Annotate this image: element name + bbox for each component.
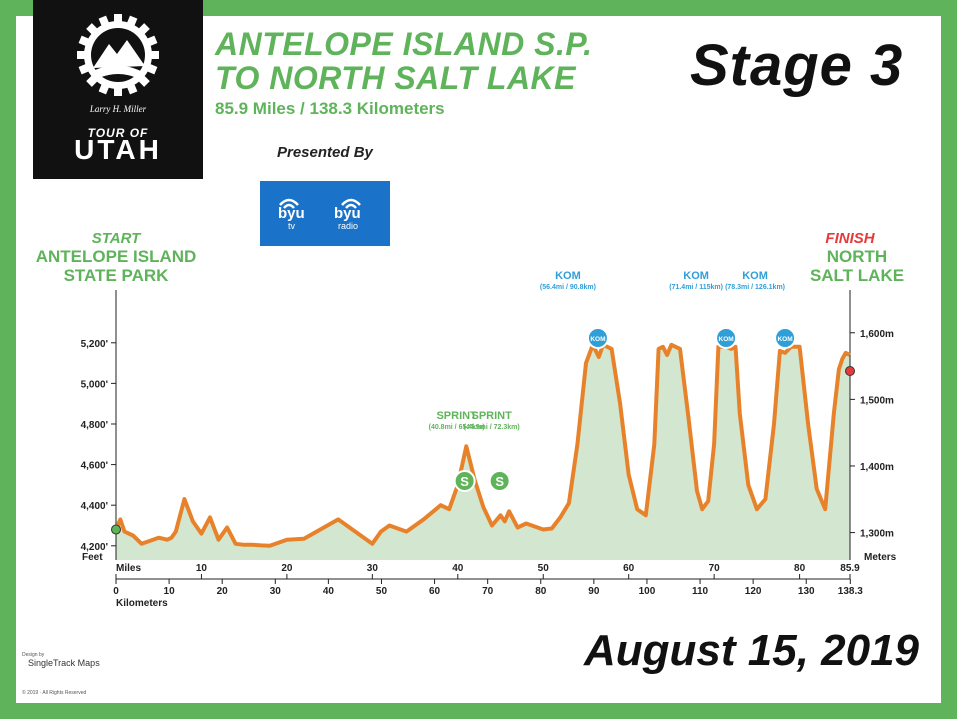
tour-of-utah-logo: Larry H. Miller TOUR OF UTAH xyxy=(33,0,203,179)
finish-location-line-2: SALT LAKE xyxy=(809,266,905,285)
sponsor-logo-byu: byu tv byu radio xyxy=(260,181,390,246)
x-tick-label-km: 30 xyxy=(270,586,282,597)
y-axis-label-meters: Meters xyxy=(864,552,897,563)
kom-detail: (56.4mi / 90.8km) xyxy=(540,284,596,291)
y-tick-label-feet: 4,400' xyxy=(81,501,108,512)
sponsor-brand-2-sub: radio xyxy=(338,221,359,231)
stage-date: August 15, 2019 xyxy=(584,626,920,675)
kom-marker xyxy=(715,327,738,349)
kom-marker xyxy=(774,327,797,349)
gear-mountain-icon: Larry H. Miller xyxy=(77,14,159,114)
y-tick-label-meters: 1,600m xyxy=(860,329,894,340)
profile-area xyxy=(116,344,850,560)
kom-label: KOM xyxy=(742,270,768,282)
finish-location-line-1: NORTH xyxy=(826,247,888,266)
start-label: START xyxy=(91,230,141,247)
x-tick-label-miles: 85.9 xyxy=(840,563,860,574)
x-axis-label-miles: Miles xyxy=(116,563,141,574)
byu-tv-icon xyxy=(279,198,299,209)
x-axis-label-km: Kilometers xyxy=(116,598,168,609)
y-tick-label-feet: 5,200' xyxy=(81,339,108,350)
y-axis-label-feet: Feet xyxy=(82,552,103,563)
y-tick-label-meters: 1,300m xyxy=(860,529,894,540)
x-tick-label-miles: 40 xyxy=(452,563,464,574)
x-tick-label-km: 130 xyxy=(798,586,815,597)
sprint-marker-icon: S xyxy=(460,474,469,489)
x-tick-label-miles: 60 xyxy=(623,563,635,574)
finish-marker xyxy=(845,365,855,376)
x-tick-label-km: 138.3 xyxy=(838,586,863,597)
x-tick-label-miles: 30 xyxy=(367,563,379,574)
sprint-label: SPRINT xyxy=(471,410,512,422)
x-tick-label-km: 120 xyxy=(745,586,762,597)
y-tick-label-feet: 4,800' xyxy=(81,420,108,431)
sponsor-brand-2: byu xyxy=(334,205,361,222)
sprint-marker-icon: S xyxy=(495,474,504,489)
profile-line xyxy=(114,342,851,548)
start-marker xyxy=(111,524,121,535)
stage-number: Stage 3 xyxy=(690,33,904,98)
x-tick-label-miles: 50 xyxy=(538,563,550,574)
stage-title-line-1: ANTELOPE ISLAND S.P. xyxy=(215,26,593,62)
finish-label: FINISH xyxy=(825,230,875,247)
sprint-marker xyxy=(488,470,511,492)
kom-marker xyxy=(586,327,609,349)
y-tick-label-meters: 1,400m xyxy=(860,462,894,473)
sprint-marker xyxy=(453,470,476,492)
logo-text-tour-of: TOUR OF xyxy=(87,126,149,140)
x-tick-label-km: 80 xyxy=(535,586,547,597)
kom-marker-icon: KOM xyxy=(719,336,734,343)
map-credit: SingleTrack Maps xyxy=(28,658,100,668)
kom-detail: (71.4mi / 115km) xyxy=(669,284,723,291)
x-tick-label-km: 90 xyxy=(588,586,600,597)
x-tick-label-km: 10 xyxy=(164,586,176,597)
logo-signature: Larry H. Miller xyxy=(89,104,147,114)
sprint-label: SPRINT xyxy=(436,410,477,422)
x-tick-label-km: 40 xyxy=(323,586,335,597)
start-location-line-1: ANTELOPE ISLAND xyxy=(35,247,197,266)
sprint-detail: (44.9mi / 72.3km) xyxy=(464,424,520,431)
stage-title-line-2: TO NORTH SALT LAKE xyxy=(215,60,576,96)
stage-distance: 85.9 Miles / 138.3 Kilometers xyxy=(215,99,445,118)
x-tick-label-km: 0 xyxy=(113,586,119,597)
copyright-note: © 2019 · All Rights Reserved xyxy=(22,690,87,696)
kom-label: KOM xyxy=(683,270,709,282)
y-tick-label-feet: 4,200' xyxy=(81,542,108,553)
map-credit-prefix: Design by xyxy=(22,652,45,658)
kom-marker-icon: KOM xyxy=(777,336,792,343)
x-tick-label-miles: 10 xyxy=(196,563,208,574)
x-tick-label-km: 20 xyxy=(217,586,229,597)
kom-marker-icon: KOM xyxy=(590,336,605,343)
y-tick-label-meters: 1,500m xyxy=(860,395,894,406)
sponsor-brand-1-sub: tv xyxy=(288,221,296,231)
kom-label: KOM xyxy=(555,270,581,282)
y-tick-label-feet: 4,600' xyxy=(81,461,108,472)
x-tick-label-km: 50 xyxy=(376,586,388,597)
x-tick-label-miles: 70 xyxy=(709,563,721,574)
byu-radio-icon xyxy=(341,198,361,209)
x-tick-label-km: 60 xyxy=(429,586,441,597)
x-tick-label-miles: 20 xyxy=(281,563,293,574)
x-tick-label-miles: 80 xyxy=(794,563,806,574)
x-tick-label-km: 110 xyxy=(692,586,709,597)
logo-text-utah: UTAH xyxy=(74,134,162,165)
sponsor-brand-1: byu xyxy=(278,205,305,222)
presented-by-label: Presented By xyxy=(277,144,373,161)
x-tick-label-km: 70 xyxy=(482,586,494,597)
sprint-detail: (40.8mi / 65.4km) xyxy=(429,424,485,431)
x-tick-label-km: 100 xyxy=(639,586,656,597)
y-tick-label-feet: 5,000' xyxy=(81,379,108,390)
start-location-line-2: STATE PARK xyxy=(63,266,169,285)
kom-detail: (78.3mi / 126.1km) xyxy=(725,284,785,291)
